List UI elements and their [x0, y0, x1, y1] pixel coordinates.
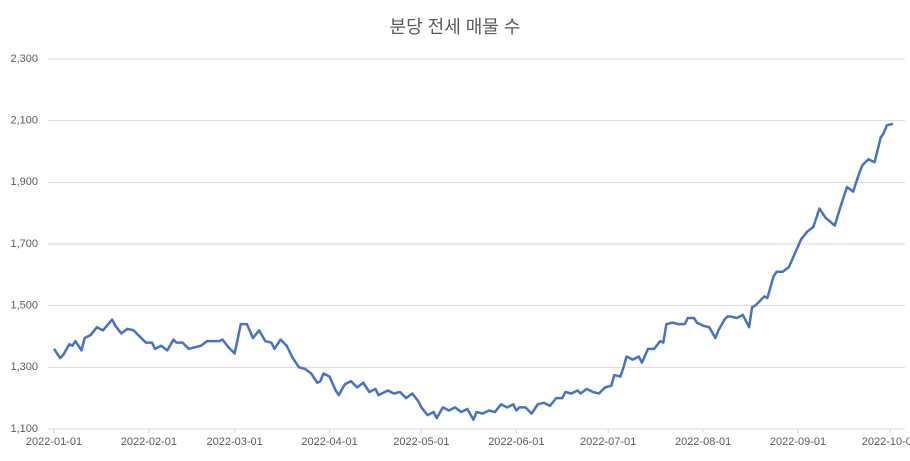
x-tick-label: 2022-03-01 — [207, 436, 263, 448]
x-tick-label: 2022-09-01 — [770, 436, 826, 448]
x-tick-label: 2022-07-01 — [580, 436, 636, 448]
y-tick-label: 1,300 — [10, 361, 38, 373]
x-tick-label: 2022-05-01 — [393, 436, 449, 448]
chart-title: 분당 전세 매물 수 — [390, 17, 521, 37]
data-line — [52, 122, 894, 421]
x-tick-label: 2022-06-01 — [488, 436, 544, 448]
x-tick-label: 2022-04-01 — [301, 436, 357, 448]
y-tick-label: 2,100 — [10, 115, 38, 127]
y-tick-label: 1,900 — [10, 176, 38, 188]
x-tick-label: 2022-10-01 — [862, 436, 910, 448]
y-tick-label: 1,500 — [10, 300, 38, 312]
y-tick-label: 2,300 — [10, 53, 38, 65]
x-tick-label: 2022-01-01 — [26, 436, 82, 448]
x-tick-label: 2022-02-01 — [121, 436, 177, 448]
x-tick-label: 2022-08-01 — [675, 436, 731, 448]
y-tick-label: 1,100 — [10, 423, 38, 435]
y-tick-label: 1,700 — [10, 238, 38, 250]
